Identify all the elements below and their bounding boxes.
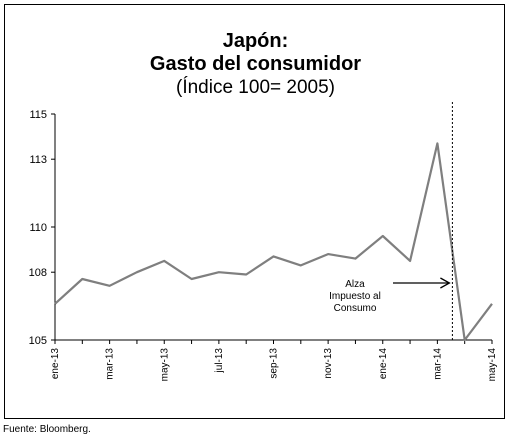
annotation-text: Alza	[345, 279, 365, 290]
chart-subtitle: (Índice 100= 2005)	[176, 77, 335, 98]
y-tick-label: 113	[29, 154, 47, 166]
chart-frame	[4, 4, 505, 419]
annotation-arrow-head	[440, 277, 451, 289]
series-group	[54, 142, 493, 342]
axes	[54, 114, 492, 341]
x-tick-label: may-14	[487, 348, 498, 382]
x-tick-label: ene-14	[378, 348, 389, 380]
x-tick-label: mar-13	[105, 348, 116, 380]
chart-title-line-2: Gasto del consumidor	[149, 53, 362, 75]
x-tick-label: jul-13	[214, 348, 225, 374]
chart-title-line-1: Japón:	[222, 30, 289, 52]
y-tick-label: 110	[29, 222, 47, 234]
source-note: Fuente: Bloomberg.	[3, 424, 91, 435]
annotation-text: Impuesto al	[329, 291, 381, 302]
line-chart: 105 108 110 113 115 ene-13 mar-13 may-13 jul-13…	[29, 102, 498, 381]
y-axis-ticks: 105 108 110 113 115	[29, 109, 55, 347]
x-tick-label: nov-13	[323, 348, 334, 379]
y-tick-label: 105	[29, 335, 47, 347]
x-tick-label: mar-14	[432, 348, 443, 380]
x-tick-label: may-13	[159, 348, 170, 382]
x-tick-label: sep-13	[269, 348, 280, 379]
annotation-text: Consumo	[334, 303, 377, 314]
x-axis-ticks: ene-13 mar-13 may-13 jul-13 sep-13 nov-13 ene-…	[50, 340, 498, 381]
series-line	[54, 142, 493, 342]
x-tick-label: ene-13	[50, 348, 61, 380]
y-tick-label: 108	[29, 267, 47, 279]
y-tick-label: 115	[29, 109, 47, 121]
